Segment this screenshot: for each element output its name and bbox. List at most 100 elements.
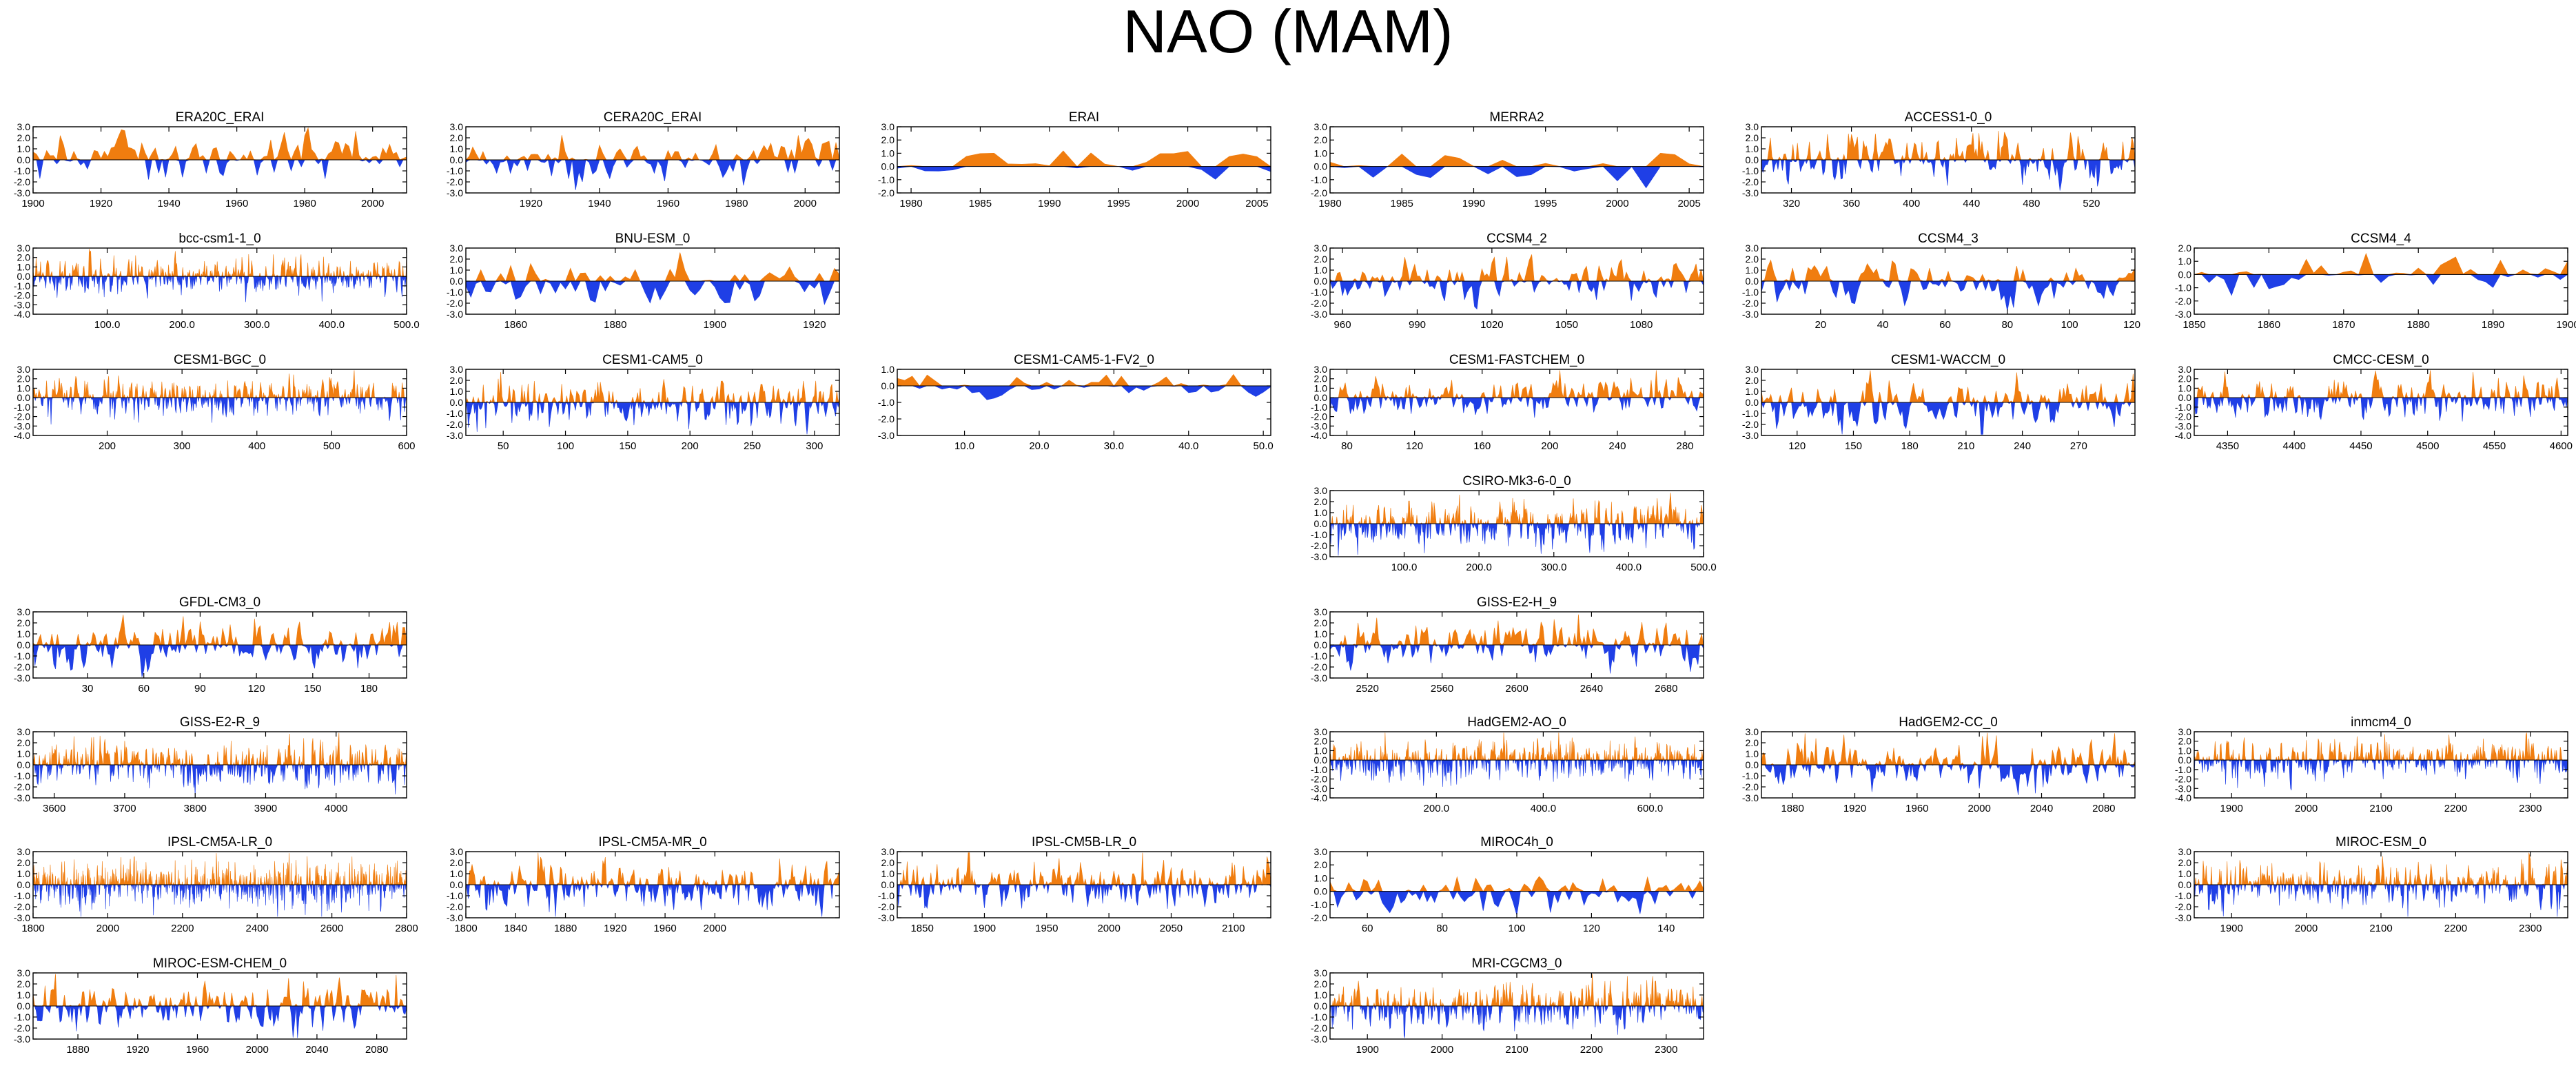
x-tick-label: 180: [1901, 440, 1919, 452]
x-tick-label: 2640: [1580, 683, 1603, 695]
y-tick-label: -2.0: [447, 176, 463, 187]
y-tick-label: 3.0: [17, 121, 31, 132]
y-tick-label: 0.0: [17, 879, 31, 890]
y-tick-label: 3.0: [2178, 846, 2192, 857]
positive-area: [1330, 370, 1704, 399]
x-tick-label: 120: [1788, 440, 1806, 452]
y-tick-label: -1.0: [2175, 402, 2191, 413]
chart-title: CESM1-WACCM_0: [1891, 353, 2005, 367]
x-tick-label: 1995: [1534, 198, 1557, 209]
y-tick-label: 0.0: [450, 154, 464, 165]
x-tick-label: 2300: [1655, 1044, 1677, 1056]
chart-title: CCSM4_3: [1918, 232, 1979, 246]
x-tick-label: 1960: [186, 1044, 209, 1056]
y-tick-label: 1.0: [17, 382, 31, 393]
x-tick-label: 120: [248, 683, 265, 695]
chart-panel-26: MIROC4h_0 3.0 2.0 1.0 0.0 -1.0 -2.0 60 80 100 120 1…: [1311, 835, 1704, 934]
y-tick-label: -3.0: [14, 912, 30, 923]
y-tick-label: 2.0: [2178, 857, 2192, 868]
y-tick-label: -2.0: [1311, 187, 1327, 198]
x-tick-label: 1880: [2407, 319, 2430, 331]
x-tick-label: 150: [619, 440, 636, 452]
x-tick-label: 160: [1473, 440, 1491, 452]
y-tick-label: -2.0: [2175, 774, 2191, 785]
y-tick-label: -1.0: [1311, 174, 1327, 185]
x-tick-label: 270: [2070, 440, 2087, 452]
chart-title: CCSM4_4: [2351, 232, 2411, 246]
x-tick-label: 2080: [365, 1044, 388, 1056]
y-tick-label: 2.0: [1314, 496, 1328, 507]
plot-frame: [32, 369, 407, 436]
positive-area: [465, 135, 840, 161]
y-tick-label: -2.0: [447, 901, 463, 912]
plot-frame: [1329, 369, 1704, 436]
x-tick-label: 1890: [2482, 319, 2504, 331]
x-tick-label: 1960: [653, 923, 676, 934]
x-tick-label: 1920: [90, 198, 112, 209]
chart-panel-27: MIROC-ESM_0 3.02.01.00.0-1.0-2.0-3.0 1900 2…: [2175, 835, 2568, 934]
x-tick-label: 1920: [604, 923, 626, 934]
x-tick-label: 100: [1508, 923, 1525, 934]
x-tick-label: 4550: [2483, 440, 2506, 452]
positive-area: [1761, 130, 2136, 161]
chart-panel-10: CESM1-BGC_0 3.02.01.00.0-1.0-2.0-3.0-4.0 2…: [14, 353, 416, 452]
x-tick-label: 2560: [1431, 683, 1453, 695]
y-tick-label: 1.0: [1746, 748, 1759, 759]
y-tick-label: -1.0: [447, 287, 463, 298]
x-tick-label: 2000: [1176, 198, 1199, 209]
x-tick-label: 1900: [21, 198, 44, 209]
positive-area: [897, 150, 1271, 167]
negative-area: [465, 401, 840, 435]
y-tick-label: -1.0: [1311, 764, 1327, 775]
x-tick-label: 1960: [225, 198, 248, 209]
y-tick-label: -3.0: [2175, 912, 2191, 923]
y-tick-label: 3.0: [17, 243, 31, 254]
y-tick-label: -2.0: [1742, 176, 1759, 187]
x-tick-label: 2000: [96, 923, 119, 934]
y-tick-label: 3.0: [17, 606, 31, 617]
x-tick-label: 1800: [21, 923, 44, 934]
y-tick-label: -2.0: [2175, 901, 2191, 912]
x-tick-label: 120: [2123, 319, 2140, 331]
x-tick-label: 400: [1903, 198, 1920, 209]
y-tick-label: -3.0: [1742, 309, 1759, 320]
y-tick-label: 2.0: [17, 617, 31, 628]
y-tick-label: -2.0: [14, 901, 30, 912]
x-tick-label: 100: [2061, 319, 2078, 331]
x-tick-label: 1900: [1356, 1044, 1379, 1056]
y-tick-label: -2.0: [1311, 912, 1327, 923]
x-tick-label: 400.0: [319, 319, 345, 331]
y-tick-label: 2.0: [1314, 859, 1328, 870]
y-tick-label: 1.0: [450, 868, 464, 879]
x-tick-label: 100.0: [94, 319, 121, 331]
y-tick-label: -1.0: [14, 402, 30, 413]
y-tick-label: -2.0: [14, 411, 30, 422]
y-tick-label: 1.0: [17, 143, 31, 154]
y-tick-label: 2.0: [1314, 736, 1328, 747]
y-tick-label: 3.0: [1314, 485, 1328, 496]
chart-panel-13: CESM1-FASTCHEM_0 3.02.01.00.0-1.0-2.0-3.0…: [1311, 353, 1704, 452]
y-tick-label: 3.0: [1314, 121, 1328, 132]
y-tick-label: -2.0: [447, 419, 463, 430]
y-tick-label: -2.0: [1311, 774, 1327, 785]
y-tick-label: 3.0: [2178, 726, 2192, 737]
positive-area: [1761, 370, 2136, 403]
y-tick-label: -3.0: [1311, 551, 1327, 562]
positive-area: [1329, 152, 1704, 167]
y-tick-label: 2.0: [17, 373, 31, 384]
x-tick-label: 2005: [1245, 198, 1268, 209]
y-tick-label: 1.0: [881, 147, 895, 158]
y-tick-label: 1.0: [2178, 868, 2192, 879]
y-tick-label: -1.0: [14, 280, 30, 291]
chart-panel-18: GISS-E2-H_9 3.02.01.00.0-1.0-2.0-3.0 2520 2…: [1311, 595, 1704, 695]
y-tick-label: 2.0: [1746, 132, 1759, 143]
x-tick-label: 240: [1608, 440, 1626, 452]
negative-area: [465, 158, 839, 190]
y-tick-label: 2.0: [1314, 978, 1328, 989]
x-tick-label: 4350: [2216, 440, 2239, 452]
x-tick-label: 400.0: [1531, 803, 1557, 814]
positive-area: [2194, 852, 2568, 886]
x-tick-label: 2005: [1677, 198, 1700, 209]
y-tick-label: 0.0: [17, 271, 31, 282]
x-tick-label: 1850: [910, 923, 933, 934]
